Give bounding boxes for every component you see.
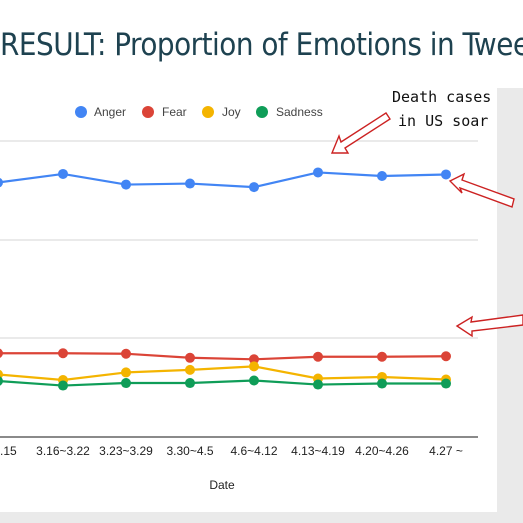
data-point-sadness: [121, 378, 131, 389]
data-point-fear: [441, 351, 451, 362]
x-tick-label: .15: [0, 444, 17, 458]
arrow-anger-right: [448, 172, 515, 208]
data-point-anger: [313, 167, 323, 178]
slide-title: RESULT: Proportion of Emotions in Tweets: [0, 0, 523, 88]
data-point-anger: [121, 179, 131, 190]
x-tick-label: 3.16~3.22: [36, 444, 90, 458]
data-point-sadness: [441, 378, 451, 389]
legend-marker-sadness: [256, 106, 268, 118]
data-point-anger: [377, 170, 387, 181]
data-point-fear: [0, 348, 3, 358]
x-tick-label: 4.13~4.19: [291, 444, 345, 458]
data-point-fear: [185, 352, 195, 363]
data-point-fear: [377, 351, 387, 362]
arrow-death-cases: [330, 112, 391, 154]
series-fear: [0, 348, 451, 365]
series-line-joy: [0, 365, 447, 382]
data-point-sadness: [313, 379, 323, 390]
data-point-fear: [121, 348, 131, 359]
x-tick-label: 4.27 ~: [429, 444, 463, 458]
data-point-anger: [185, 178, 195, 189]
data-point-anger: [441, 169, 451, 180]
legend-marker-anger: [75, 106, 87, 118]
annotation-line-2: in US soar: [398, 112, 489, 130]
legend: Anger Fear Joy Sadness: [75, 105, 323, 119]
x-tick-label: 4.20~4.26: [355, 444, 409, 458]
series-layer: [0, 167, 451, 391]
data-point-sadness: [249, 375, 259, 386]
x-tick-label: 4.6~4.12: [230, 444, 277, 458]
x-tick-label: 3.23~3.29: [99, 444, 153, 458]
data-point-joy: [249, 361, 259, 372]
x-axis: .15 3.16~3.22 3.23~3.29 3.30~4.5 4.6~4.12 4.1…: [0, 436, 478, 492]
data-point-fear: [313, 351, 323, 362]
x-axis-title: Date: [209, 478, 235, 492]
data-point-fear: [249, 354, 259, 365]
series-anger: [0, 167, 451, 193]
data-point-fear: [58, 348, 68, 359]
data-point-sadness: [0, 376, 3, 386]
data-point-joy: [185, 364, 195, 375]
data-point-joy: [121, 367, 131, 378]
legend-label-joy: Joy: [222, 105, 241, 119]
annotation-line-1: Death cases: [392, 88, 492, 106]
series-line-fear: [0, 352, 447, 361]
series-line-sadness: [0, 379, 446, 387]
legend-marker-fear: [142, 106, 154, 118]
series-line-anger: [0, 171, 447, 189]
annotation-arrows: [330, 112, 523, 338]
data-point-anger: [249, 182, 259, 193]
legend-label-sadness: Sadness: [276, 105, 323, 119]
chart-card: [0, 86, 497, 512]
legend-label-anger: Anger: [94, 105, 126, 119]
data-point-anger: [58, 168, 68, 179]
data-point-sadness: [377, 378, 387, 389]
legend-label-fear: Fear: [162, 105, 187, 119]
data-point-anger: [0, 177, 3, 188]
data-point-sadness: [185, 378, 195, 389]
x-tick-label: 3.30~4.5: [166, 444, 213, 458]
series-sadness: [0, 375, 451, 391]
legend-marker-joy: [202, 106, 214, 118]
data-point-joy: [0, 369, 3, 380]
data-point-sadness: [58, 380, 68, 391]
grid-lines: [0, 140, 478, 339]
arrow-fear-right: [455, 314, 523, 338]
